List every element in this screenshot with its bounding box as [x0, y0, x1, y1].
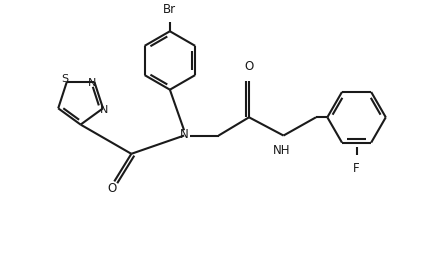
Text: N: N: [88, 78, 96, 88]
Text: O: O: [108, 182, 117, 195]
Text: NH: NH: [273, 144, 290, 157]
Text: N: N: [99, 105, 108, 115]
Text: O: O: [244, 60, 254, 74]
Text: S: S: [61, 74, 68, 84]
Text: N: N: [180, 128, 188, 141]
Text: Br: Br: [163, 3, 176, 16]
Text: F: F: [353, 162, 360, 175]
